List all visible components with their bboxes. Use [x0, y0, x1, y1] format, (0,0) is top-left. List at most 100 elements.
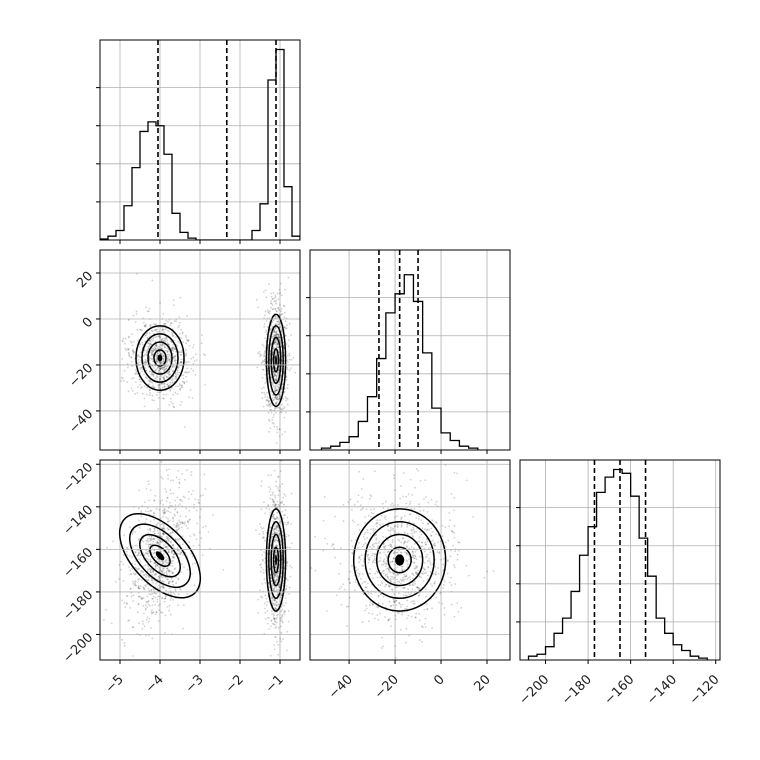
scatter-point: [158, 570, 161, 572]
scatter-point: [154, 340, 157, 343]
scatter-point: [258, 533, 261, 535]
scatter-point: [273, 614, 275, 617]
scatter-point: [408, 558, 411, 561]
scatter-point: [133, 581, 136, 584]
scatter-point: [387, 577, 390, 580]
scatter-point: [180, 358, 183, 361]
scatter-point: [262, 369, 265, 371]
scatter-point: [161, 597, 164, 600]
scatter-point: [168, 580, 171, 583]
scatter-point: [169, 373, 172, 376]
scatter-point: [150, 373, 153, 375]
scatter-point: [275, 338, 277, 340]
scatter-point: [149, 509, 152, 512]
scatter-point: [402, 587, 404, 589]
scatter-point: [189, 388, 192, 391]
scatter-point: [274, 531, 277, 534]
scatter-point: [465, 479, 468, 482]
scatter-point: [426, 560, 429, 563]
scatter-point: [168, 609, 171, 612]
scatter-point: [350, 564, 353, 567]
scatter-point: [380, 647, 383, 649]
scatter-point: [414, 555, 417, 558]
scatter-point: [162, 585, 165, 587]
scatter-point: [351, 552, 354, 555]
scatter-point: [278, 504, 281, 507]
scatter-point: [264, 331, 267, 334]
scatter-point: [161, 560, 164, 563]
scatter-point: [125, 349, 127, 351]
scatter-point: [331, 543, 334, 545]
scatter-point: [279, 533, 281, 535]
scatter-point: [389, 561, 392, 564]
scatter-point: [271, 383, 274, 386]
scatter-point: [340, 585, 343, 588]
scatter-point: [409, 513, 411, 515]
scatter-point: [166, 342, 169, 344]
scatter-point: [404, 551, 406, 554]
scatter-point: [274, 378, 277, 380]
scatter-point: [148, 535, 151, 538]
scatter-point: [273, 518, 276, 520]
scatter-point: [167, 540, 170, 543]
scatter-point: [392, 529, 395, 532]
scatter-point: [158, 362, 161, 364]
scatter-point: [376, 519, 379, 522]
scatter-point: [286, 368, 289, 371]
scatter-point: [275, 573, 277, 576]
scatter-point: [272, 573, 275, 575]
scatter-point: [367, 531, 369, 534]
scatter-point: [276, 431, 279, 434]
scatter-point: [145, 552, 147, 555]
scatter-point: [146, 595, 149, 598]
scatter-point: [391, 560, 394, 563]
scatter-point: [458, 541, 461, 544]
scatter-point: [148, 388, 151, 391]
scatter-point: [145, 362, 148, 364]
scatter-point: [176, 522, 179, 524]
scatter-point: [171, 378, 174, 381]
scatter-point: [281, 447, 283, 449]
x-tick-label: −140: [644, 672, 680, 708]
scatter-point: [388, 570, 391, 573]
scatter-point: [270, 402, 272, 405]
scatter-point: [160, 565, 162, 568]
scatter-point: [146, 393, 148, 396]
panel-frame: [99, 39, 301, 241]
scatter-point: [284, 431, 286, 433]
scatter-point: [393, 576, 396, 579]
scatter-point: [369, 601, 372, 604]
scatter-point: [132, 377, 135, 379]
scatter-point: [322, 549, 325, 552]
scatter-point: [157, 397, 160, 399]
scatter-point: [154, 377, 157, 380]
scatter-point: [170, 322, 173, 325]
scatter-point: [273, 390, 276, 393]
scatter-point: [134, 584, 137, 586]
scatter-point: [274, 623, 276, 626]
scatter-point: [265, 604, 268, 607]
scatter-point: [151, 574, 154, 576]
scatter-point: [275, 538, 277, 541]
scatter-point: [148, 513, 151, 515]
scatter-point: [277, 572, 279, 575]
scatter-point: [390, 545, 392, 548]
panel-frame: [99, 249, 301, 451]
x-tick-label: −5: [103, 672, 127, 696]
scatter-point: [397, 503, 399, 506]
scatter-point: [400, 551, 403, 554]
scatter-point: [270, 625, 272, 628]
scatter-point: [279, 638, 282, 640]
scatter-point: [159, 568, 162, 570]
scatter-point: [370, 508, 372, 511]
scatter-point: [379, 552, 381, 555]
scatter-point: [420, 576, 423, 579]
density-contour: [147, 341, 173, 375]
scatter-point: [371, 552, 374, 555]
scatter-point: [413, 602, 416, 605]
scatter-point: [368, 620, 370, 623]
scatter-point: [398, 580, 401, 583]
scatter-point: [472, 516, 474, 518]
scatter-point: [152, 360, 155, 363]
panel-scatter-2-0: −200−180−160−140−120−5 −4 −3 −2 −1: [61, 447, 301, 696]
